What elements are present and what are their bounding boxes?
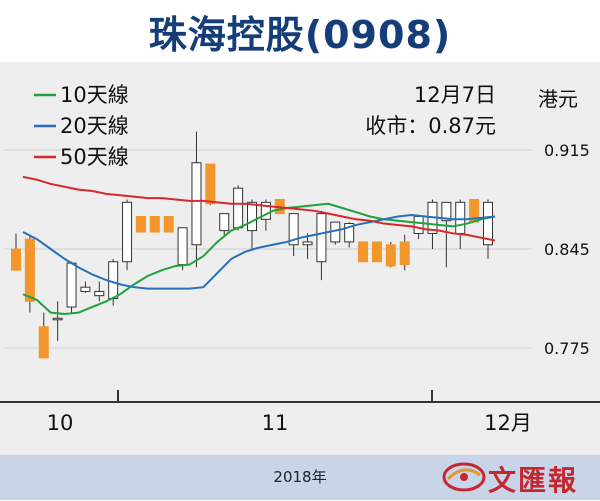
candle-body [94,290,105,297]
x-year-label: 2018年 [273,468,327,486]
candle-body [38,326,49,359]
candle [288,213,299,257]
candle [24,236,35,313]
y-axis-label: 港元 [538,87,578,111]
candle-body [163,215,174,233]
candle [191,131,202,268]
candle [247,199,257,249]
candle [385,241,396,268]
candle-body [413,215,424,234]
candle [163,215,174,233]
candle-body [344,223,355,243]
x-month-label: 11 [262,411,289,435]
candle [358,241,369,263]
candle [219,213,230,237]
candle-body [135,215,146,233]
candle [371,241,382,263]
page-title: 珠海控股(0908) [148,13,452,57]
candle-body [288,213,299,246]
candle-body [52,317,63,321]
candle [122,199,133,271]
source-logo-text: 文匯報 [488,464,579,497]
candle-body [24,238,35,302]
candle [52,301,63,341]
candle-body [247,201,257,232]
candle [233,185,244,231]
legend-label: 50天線 [60,145,129,169]
moving-averages [22,175,496,316]
candle-body [441,201,452,222]
candle-body [233,187,244,229]
ma-line [22,214,496,290]
candle [135,215,146,233]
ma-line [22,175,496,242]
candle [330,221,341,245]
candle [441,201,452,268]
candle-body [302,241,313,246]
x-month-label: 10 [47,411,74,435]
y-tick-label: 0.915 [544,141,590,160]
candle-body [371,241,382,263]
candle [80,281,91,293]
candle-body [385,244,396,267]
candle-body [191,162,202,246]
legend-label: 10天線 [60,83,129,107]
candle-body [399,241,410,266]
candle-body [66,262,77,308]
candle [94,281,105,302]
candle-body [80,286,91,292]
candle-body [149,215,160,233]
candle-body [108,261,119,300]
candle [302,233,313,259]
seal-icon [442,462,486,492]
chart-labels: 0.915 0.845 0.775 港元 10 11 12月 10天線 20天線 50天線 12月7… [34,83,590,435]
candle-body [358,241,369,263]
candle [177,227,188,271]
ma-line [22,202,496,316]
footer-bar: 2018年 [0,455,600,500]
candle-body [260,201,271,220]
axes [0,390,600,403]
candle-body [483,201,493,246]
candle [399,234,410,271]
chart-panel: 0.915 0.845 0.775 港元 10 11 12月 10天線 20天線 50天線 12月7… [0,62,600,458]
y-tick-label: 0.845 [544,240,590,259]
candle [149,215,160,233]
candle [316,210,327,281]
y-tick-label: 0.775 [544,339,590,358]
candle-body [455,201,466,234]
candle [205,163,216,206]
grid-lines [4,149,532,349]
candle-body [177,227,188,266]
candle-body [122,201,133,263]
candle-body [316,213,327,263]
candle-body [219,213,230,232]
price-chart: 0.915 0.845 0.775 港元 10 11 12月 10天線 20天線 50天線 12月7… [0,83,600,435]
legend-label: 20天線 [60,114,129,138]
x-month-label: 12月 [484,411,532,435]
candle-body [11,248,21,271]
candle [66,261,77,313]
annotation-date: 12月7日 [414,83,496,107]
candle [38,312,49,359]
source-logo: 文匯報 [440,457,600,497]
candle [11,233,21,271]
candle-body [205,163,216,205]
candle [483,199,493,259]
annotation-close: 收市：0.87元 [365,114,496,138]
